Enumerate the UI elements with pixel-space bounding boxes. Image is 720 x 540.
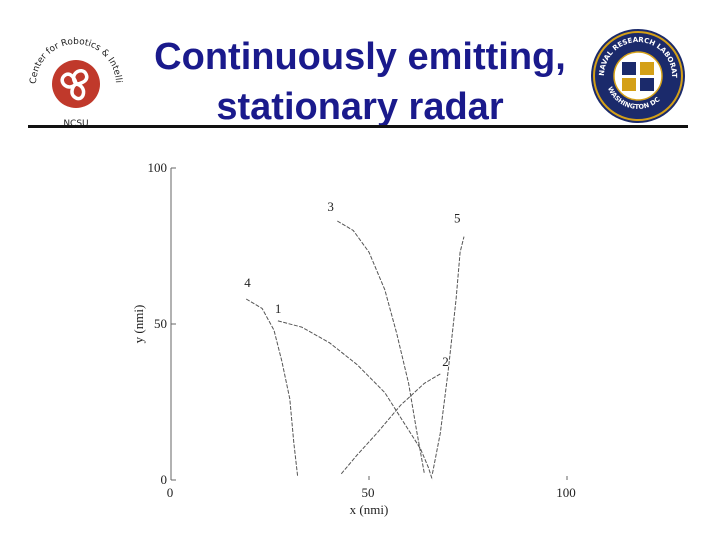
x-tick-label: 100: [556, 485, 576, 500]
track-3-line: [337, 220, 425, 474]
track-4-label: 4: [244, 275, 251, 290]
track-4-line: [245, 298, 299, 477]
y-tick-label: 0: [161, 472, 168, 487]
x-tick-label: 0: [167, 485, 174, 500]
crim-ncsu-logo: Center for Robotics & Intelligent Machin…: [20, 22, 123, 129]
y-tick-label: 100: [148, 160, 168, 175]
logo-left-bottom-text: NCSU: [63, 119, 88, 129]
title-line-2: stationary radar: [216, 86, 504, 128]
nrl-seal-logo: NAVAL RESEARCH LABORATORY WASHINGTON DC: [588, 24, 685, 123]
track-2-label: 2: [442, 354, 449, 369]
track-1-label: 1: [275, 301, 282, 316]
plot-axes: 00 50 50 100 100 x (nmi) y (nmi): [131, 160, 576, 517]
track-3-label: 3: [327, 199, 334, 214]
shield-icon: [622, 62, 654, 91]
x-tick-label: 50: [362, 485, 375, 500]
track-5-line: [431, 236, 465, 474]
x-axis-label: x (nmi): [350, 502, 389, 517]
slide-title: Continuously emitting, stationary radar: [130, 32, 590, 132]
y-tick-label: 50: [154, 316, 167, 331]
triskele-icon: [60, 69, 89, 101]
plot-tracks: [245, 220, 465, 481]
title-line-1: Continuously emitting,: [154, 36, 566, 78]
track-2-line: [340, 373, 441, 475]
track-5-label: 5: [454, 211, 461, 226]
y-axis-label: y (nmi): [131, 305, 146, 344]
track-1-line: [277, 320, 433, 481]
plot-labels: 1 2 3 4 5: [244, 199, 460, 369]
title-underline: [28, 125, 688, 128]
